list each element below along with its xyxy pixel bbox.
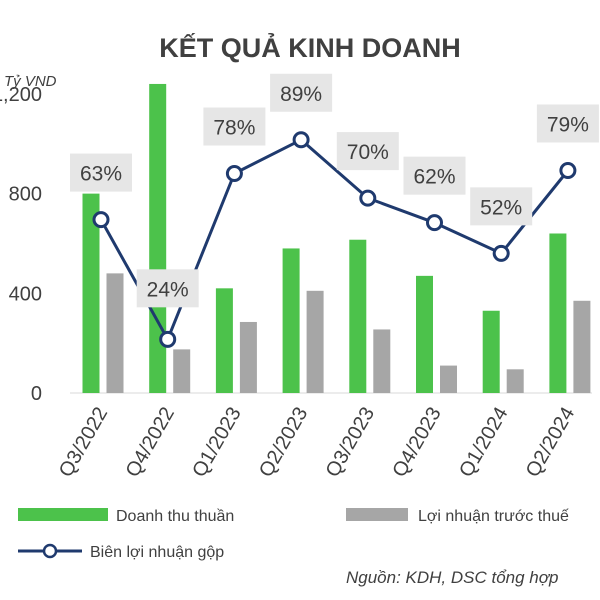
legend-label-profit: Lợi nhuận trước thuế	[418, 508, 569, 525]
legend-label-revenue: Doanh thu thuần	[116, 508, 234, 525]
data-label-box	[270, 73, 333, 112]
legend: Doanh thu thuần Lợi nhuận trước thuế Biê…	[18, 508, 569, 561]
data-label: 52%	[480, 196, 522, 219]
margin-marker	[359, 189, 377, 207]
data-label: 70%	[347, 141, 389, 164]
bar-profit	[573, 300, 591, 393]
data-label: 89%	[280, 83, 322, 106]
bar-profit	[306, 290, 324, 393]
bar-profit	[506, 369, 524, 393]
margin-line-series: 63% 24% 78% 89% 70% 62% 52% 79%	[70, 73, 599, 348]
chart-title: KẾT QUẢ KINH DOANH	[159, 31, 461, 63]
source-note: Nguồn: KDH, DSC tổng hợp	[346, 568, 559, 587]
margin-marker	[492, 244, 510, 262]
margin-marker	[559, 161, 577, 179]
data-label-box	[136, 269, 199, 308]
margin-marker	[426, 214, 443, 232]
legend-swatch-profit	[346, 508, 408, 521]
y-tick-label: 800	[9, 184, 42, 206]
y-axis-unit: Tỷ VND	[4, 73, 57, 90]
x-tick-label: Q3/2023	[322, 404, 379, 481]
bar-revenue	[215, 288, 233, 393]
bar-profit	[173, 349, 191, 393]
margin-marker	[92, 211, 110, 229]
bar-revenue	[82, 193, 100, 393]
data-label-box	[403, 156, 466, 195]
x-tick-label: Q3/2022	[55, 404, 112, 481]
bar-profit	[373, 329, 391, 393]
legend-swatch-revenue	[18, 508, 108, 521]
data-label-box	[336, 132, 399, 171]
bar-revenue	[482, 310, 500, 393]
margin-line	[99, 138, 570, 341]
x-tick-label: Q2/2023	[255, 404, 312, 481]
data-label-box	[536, 104, 599, 143]
data-label-box	[470, 187, 533, 226]
x-tick-label: Q1/2024	[455, 404, 512, 481]
x-tick-label: Q4/2023	[388, 404, 445, 481]
bar-revenue	[416, 275, 433, 393]
y-axis-ticks: 0 400 800 1,200	[0, 84, 42, 405]
margin-marker	[225, 165, 243, 183]
bars	[82, 83, 591, 393]
legend-label-margin: Biên lợi nhuận gộp	[90, 544, 224, 561]
bar-revenue	[549, 233, 567, 393]
y-tick-label: 0	[31, 383, 42, 405]
y-tick-label: 400	[9, 283, 42, 305]
bar-revenue	[349, 239, 367, 393]
bar-profit	[440, 365, 457, 393]
data-label: 62%	[413, 166, 455, 189]
data-label: 78%	[213, 117, 255, 140]
x-axis-ticks: Q3/2022 Q4/2022 Q1/2023 Q2/2023 Q3/2023 Q4/20…	[55, 404, 579, 481]
bar-profit	[106, 273, 124, 393]
x-tick-label: Q1/2023	[188, 404, 245, 481]
data-label-box	[203, 107, 266, 146]
y-tick-label: 1,200	[0, 84, 42, 106]
margin-marker	[159, 330, 177, 348]
data-label: 63%	[80, 163, 122, 186]
data-label: 24%	[147, 278, 189, 301]
x-tick-label: Q2/2024	[522, 404, 579, 481]
data-label-box	[70, 153, 132, 192]
bar-revenue	[282, 248, 300, 393]
bar-profit	[239, 321, 257, 393]
data-label: 79%	[547, 113, 589, 136]
legend-swatch-margin-marker	[42, 543, 58, 559]
x-tick-label: Q4/2022	[122, 404, 179, 481]
margin-marker	[292, 131, 310, 149]
